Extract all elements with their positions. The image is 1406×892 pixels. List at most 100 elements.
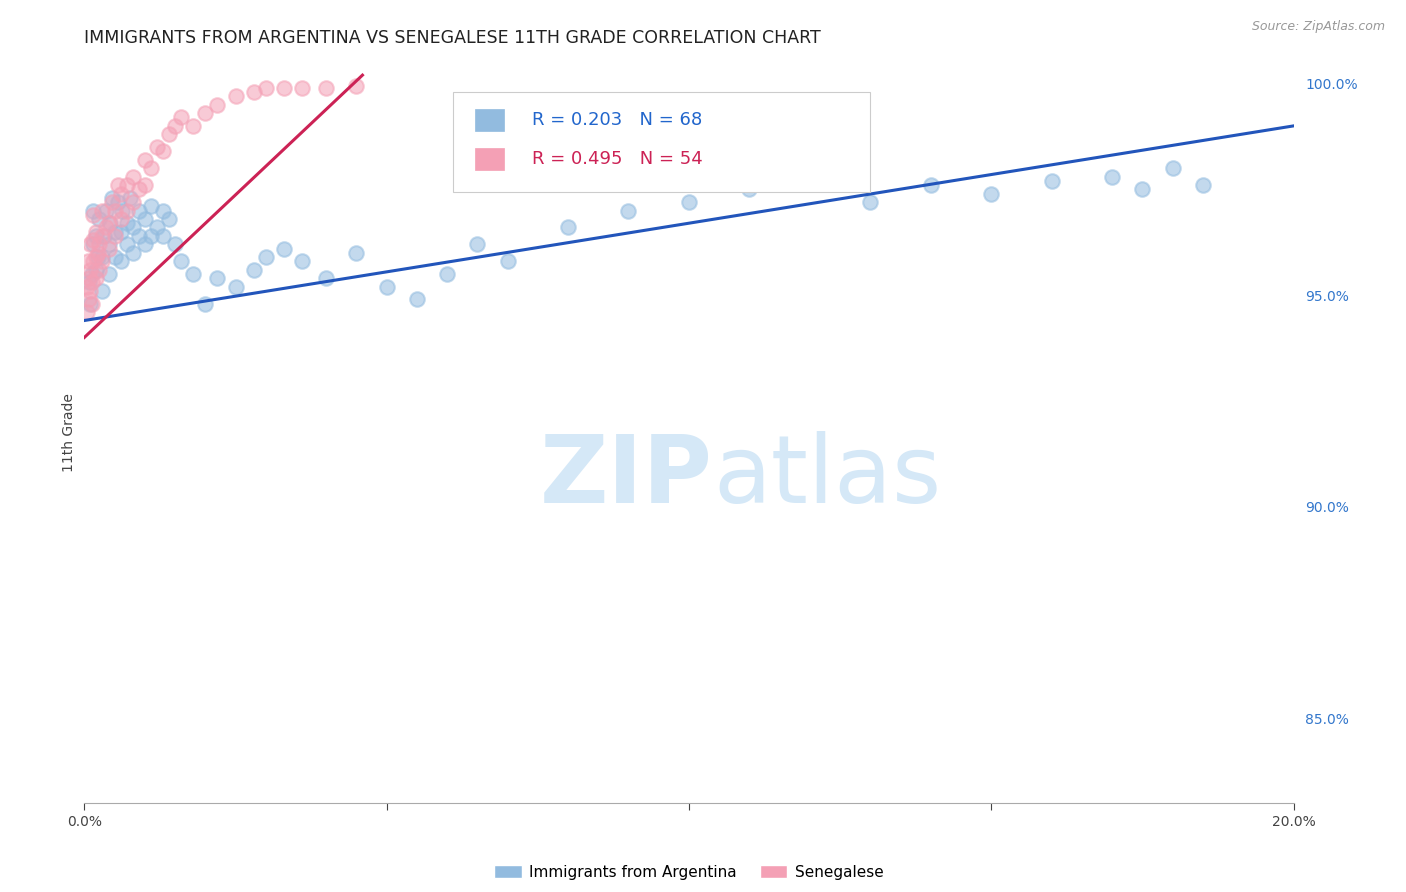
Point: [859, 195, 882, 210]
Point: [93, 228, 115, 243]
Point: [152, 145, 174, 159]
Point: [80, 276, 103, 290]
Point: [91, 203, 114, 218]
Point: [121, 245, 143, 260]
Point: [89, 211, 111, 226]
Point: [181, 119, 204, 133]
Point: [194, 296, 217, 310]
Point: [242, 85, 264, 99]
Point: [107, 178, 129, 193]
Point: [1101, 169, 1123, 184]
Point: [181, 267, 204, 281]
FancyBboxPatch shape: [475, 109, 503, 131]
Point: [139, 228, 162, 243]
Text: R = 0.203   N = 68: R = 0.203 N = 68: [531, 112, 702, 129]
Point: [375, 279, 398, 293]
Point: [254, 250, 277, 264]
Point: [128, 203, 150, 218]
Point: [115, 178, 138, 193]
Point: [467, 237, 489, 252]
Point: [617, 203, 640, 218]
Point: [86, 262, 108, 277]
Point: [94, 220, 117, 235]
Point: [80, 267, 103, 281]
Point: [242, 262, 264, 277]
Point: [170, 254, 193, 268]
Point: [76, 305, 98, 319]
Text: R = 0.495   N = 54: R = 0.495 N = 54: [531, 150, 703, 168]
Legend: Immigrants from Argentina, Senegalese: Immigrants from Argentina, Senegalese: [488, 859, 890, 886]
Point: [134, 237, 156, 252]
Point: [86, 250, 108, 264]
Point: [346, 78, 368, 93]
Point: [346, 245, 368, 260]
FancyBboxPatch shape: [453, 92, 870, 192]
Point: [1040, 174, 1063, 188]
Point: [104, 250, 127, 264]
Point: [104, 203, 127, 218]
Point: [98, 216, 121, 230]
Point: [100, 195, 122, 210]
Point: [128, 182, 150, 196]
Point: [225, 89, 247, 103]
Point: [82, 208, 104, 222]
Point: [1130, 182, 1153, 196]
Point: [165, 119, 187, 133]
Point: [82, 203, 104, 218]
Point: [920, 178, 942, 193]
Point: [496, 254, 519, 268]
Point: [91, 254, 114, 268]
Point: [134, 178, 156, 193]
Point: [100, 191, 122, 205]
Point: [110, 186, 132, 201]
Point: [115, 216, 138, 230]
Point: [139, 161, 162, 176]
Point: [80, 296, 103, 310]
Point: [79, 284, 101, 298]
Point: [315, 80, 337, 95]
Point: [273, 80, 295, 95]
Point: [1192, 178, 1215, 193]
Point: [152, 228, 174, 243]
Text: IMMIGRANTS FROM ARGENTINA VS SENEGALESE 11TH GRADE CORRELATION CHART: IMMIGRANTS FROM ARGENTINA VS SENEGALESE …: [84, 29, 821, 47]
Point: [111, 203, 134, 218]
Point: [128, 228, 150, 243]
Point: [115, 237, 138, 252]
Point: [110, 225, 132, 239]
Point: [86, 250, 108, 264]
Point: [121, 195, 143, 210]
Point: [165, 237, 187, 252]
Point: [110, 254, 132, 268]
Point: [86, 245, 108, 260]
Point: [146, 140, 169, 154]
Point: [152, 203, 174, 218]
Point: [157, 211, 180, 226]
Point: [97, 267, 120, 281]
Point: [799, 169, 821, 184]
Point: [315, 271, 337, 285]
Point: [291, 254, 314, 268]
Point: [118, 191, 141, 205]
Point: [91, 284, 114, 298]
Point: [107, 195, 129, 210]
Point: [134, 211, 156, 226]
Point: [207, 97, 229, 112]
Point: [170, 111, 193, 125]
Point: [273, 242, 295, 256]
Point: [121, 220, 143, 235]
Point: [86, 271, 108, 285]
Point: [738, 182, 761, 196]
Point: [121, 169, 143, 184]
Point: [91, 250, 114, 264]
Point: [980, 186, 1002, 201]
Point: [1161, 161, 1184, 176]
Point: [134, 153, 156, 167]
Point: [678, 195, 700, 210]
Point: [79, 296, 101, 310]
Point: [79, 237, 101, 252]
Point: [110, 211, 132, 226]
Point: [91, 228, 114, 243]
Point: [557, 220, 579, 235]
Point: [89, 237, 111, 252]
Point: [77, 276, 100, 290]
